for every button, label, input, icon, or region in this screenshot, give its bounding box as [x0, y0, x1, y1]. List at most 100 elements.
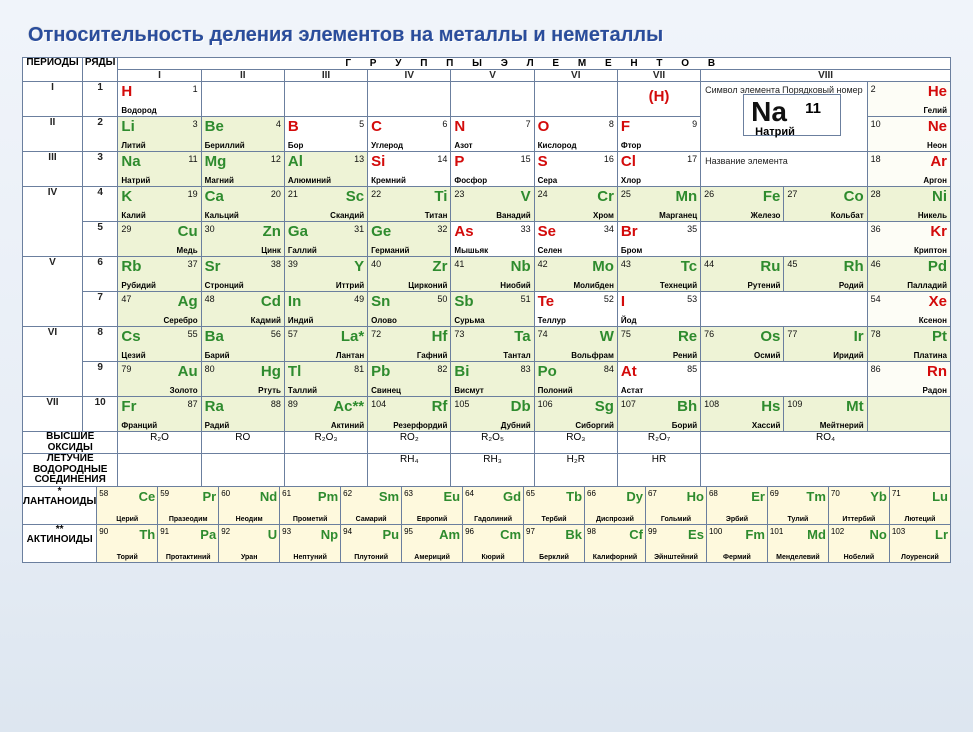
element-name: Кислород: [538, 142, 577, 150]
element-name: Платина: [914, 352, 947, 360]
element-symbol: Cd: [261, 294, 281, 309]
element-cell: N 7 Азот: [451, 117, 533, 151]
oxide-formula: R₂O₃: [284, 432, 367, 454]
element-name: Дубний: [501, 422, 531, 430]
element-name: Ртуть: [258, 387, 281, 395]
element-symbol: Xe: [929, 294, 947, 309]
element-cell: Rh 45 Родий: [784, 257, 866, 291]
oxide-formula: R₂O₇: [617, 432, 700, 454]
element-cell: Ne 10 Неон: [868, 117, 950, 151]
element-number: 50: [437, 294, 447, 304]
element-name: Кальций: [205, 212, 239, 220]
element-cell: 92 U Уран: [219, 525, 279, 562]
element-name: Борий: [672, 422, 697, 430]
element-cell: Ba 56 Барий: [202, 327, 284, 361]
element-name: Полоний: [538, 387, 573, 395]
oxide-formula: RO₃: [534, 432, 617, 454]
hydride-formula: H₂R: [534, 454, 617, 487]
period-cell: III: [23, 152, 83, 187]
element-symbol: Bh: [677, 399, 697, 414]
element-name: Висмут: [454, 387, 483, 395]
element-cell: Po 84 Полоний: [535, 362, 617, 396]
element-symbol: Mn: [675, 189, 697, 204]
element-number: 75: [621, 329, 631, 339]
element-symbol: Bi: [454, 364, 530, 379]
element-name: Германий: [371, 247, 409, 255]
element-name: Сурьма: [454, 317, 484, 325]
element-symbol: Zn: [263, 224, 281, 239]
element-symbol: Se: [538, 224, 614, 239]
hydride-formula: [118, 454, 201, 487]
element-cell: 103 Lr Лоуренсий: [890, 525, 950, 562]
element-cell: C 6 Углерод: [368, 117, 450, 151]
element-name: Криптон: [914, 247, 947, 255]
element-cell: S 16 Сера: [535, 152, 617, 186]
key-symbol: Na: [751, 96, 787, 128]
element-symbol: Rh: [844, 259, 864, 274]
element-number: 80: [205, 364, 215, 374]
element-symbol: Sb: [454, 294, 530, 309]
element-cell: 66 Dy Диспрозий: [585, 487, 645, 524]
element-symbol: Te: [538, 294, 614, 309]
element-name: Серебро: [163, 317, 197, 325]
element-cell: Na 11 Натрий: [118, 152, 200, 186]
element-symbol: Si: [371, 154, 447, 169]
period-cell: II: [23, 117, 83, 152]
element-cell: 61 Pm Прометий: [280, 487, 340, 524]
element-cell: Zr 40 Цирконий: [368, 257, 450, 291]
element-number: 37: [188, 259, 198, 269]
element-symbol: Cl: [621, 154, 697, 169]
row-number: 6: [82, 257, 117, 292]
element-cell: Se 34 Селен: [535, 222, 617, 256]
oxides-label: ВЫСШИЕ ОКСИДЫ: [23, 432, 118, 454]
element-symbol: Sg: [595, 399, 614, 414]
element-symbol: B: [288, 119, 364, 134]
element-cell: Sn 50 Олово: [368, 292, 450, 326]
element-cell: 59 Pr Празеодим: [158, 487, 218, 524]
element-number: 30: [205, 224, 215, 234]
element-cell: Db 105 Дубний: [451, 397, 533, 431]
element-symbol: V: [521, 189, 531, 204]
element-cell: 100 Fm Фермий: [707, 525, 767, 562]
element-number: 1: [193, 84, 198, 94]
element-name: Радон: [923, 387, 947, 395]
element-cell: Xe 54 Ксенон: [868, 292, 950, 326]
element-cell: Al 13 Алюминий: [285, 152, 367, 186]
element-number: 76: [704, 329, 714, 339]
element-name: Актиний: [331, 422, 364, 430]
element-number: 109: [787, 399, 802, 409]
hydrogen-paren: (H): [618, 82, 700, 105]
element-number: 53: [687, 294, 697, 304]
element-name: Бериллий: [205, 142, 245, 150]
element-cell: 102 No Нобелий: [829, 525, 889, 562]
element-cell: Hg 80 Ртуть: [202, 362, 284, 396]
element-cell: Os 76 Осмий: [701, 327, 783, 361]
row-number: 1: [82, 82, 117, 117]
period-cell: V: [23, 257, 83, 327]
element-symbol: C: [371, 119, 447, 134]
element-number: 44: [704, 259, 714, 269]
element-name: Кольбат: [831, 212, 864, 220]
element-cell: Te 52 Теллур: [535, 292, 617, 326]
element-symbol: As: [454, 224, 530, 239]
element-number: 22: [371, 189, 381, 199]
element-symbol: Fe: [763, 189, 781, 204]
element-number: 48: [205, 294, 215, 304]
element-number: 38: [271, 259, 281, 269]
element-symbol: I: [621, 294, 697, 309]
element-number: 74: [538, 329, 548, 339]
element-cell: Nb 41 Ниобий: [451, 257, 533, 291]
element-number: 41: [454, 259, 464, 269]
element-symbol: Mg: [205, 154, 281, 169]
element-number: 25: [621, 189, 631, 199]
rows-label: РЯДЫ: [82, 58, 117, 82]
element-symbol: Ra: [205, 399, 281, 414]
element-name: Сера: [538, 177, 558, 185]
element-symbol: Ga: [288, 224, 364, 239]
element-name: Магний: [205, 177, 234, 185]
element-name: Неон: [927, 142, 947, 150]
element-number: 56: [271, 329, 281, 339]
element-symbol: Zr: [432, 259, 447, 274]
element-name: Иттрий: [336, 282, 364, 290]
element-cell: Sr 38 Стронций: [202, 257, 284, 291]
